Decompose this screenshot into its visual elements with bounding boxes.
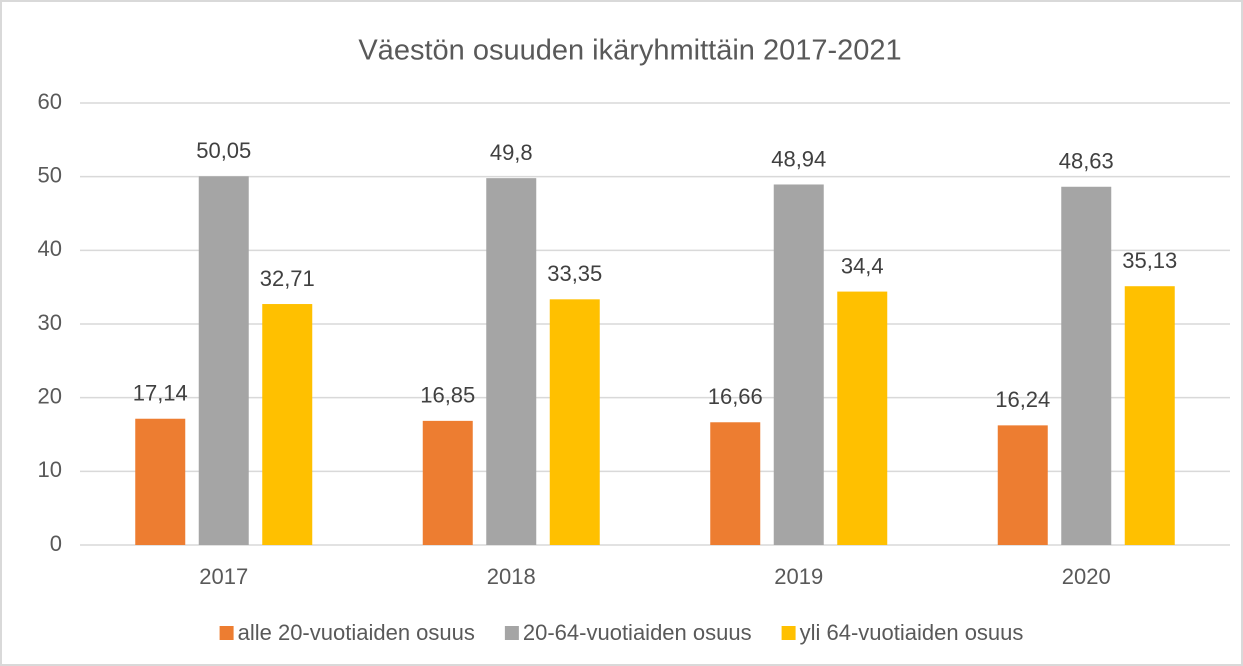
- bar: [837, 291, 888, 545]
- value-label: 17,14: [133, 381, 188, 406]
- x-tick-label: 2020: [1062, 564, 1111, 589]
- y-tick-label: 60: [38, 89, 62, 114]
- x-tick-label: 2017: [199, 564, 248, 589]
- x-tick-label: 2018: [487, 564, 536, 589]
- bar: [997, 425, 1048, 545]
- bar: [486, 178, 537, 545]
- value-label: 16,24: [995, 387, 1050, 412]
- value-label: 16,85: [420, 383, 475, 408]
- value-label: 48,63: [1059, 149, 1114, 174]
- legend-swatch: [781, 626, 796, 640]
- legend-label: alle 20-vuotiaiden osuus: [238, 620, 475, 645]
- legend-label: yli 64-vuotiaiden osuus: [800, 620, 1024, 645]
- bar: [422, 420, 473, 545]
- y-tick-label: 30: [38, 310, 62, 335]
- value-label: 48,94: [771, 146, 826, 171]
- value-label: 32,71: [260, 266, 315, 291]
- y-tick-label: 10: [38, 457, 62, 482]
- y-tick-label: 40: [38, 236, 62, 261]
- bar: [198, 176, 249, 545]
- value-label: 34,4: [841, 253, 884, 278]
- bar: [135, 418, 186, 545]
- value-label: 49,8: [490, 140, 533, 165]
- value-label: 33,35: [547, 261, 602, 286]
- y-tick-label: 50: [38, 162, 62, 187]
- bar: [1061, 186, 1112, 545]
- x-tick-label: 2019: [774, 564, 823, 589]
- value-label: 35,13: [1122, 248, 1177, 273]
- bar: [773, 184, 824, 545]
- value-label: 50,05: [196, 138, 251, 163]
- bar: [549, 299, 600, 545]
- y-tick-label: 20: [38, 383, 62, 408]
- legend-swatch: [504, 626, 519, 640]
- bar: [262, 304, 313, 545]
- y-tick-label: 0: [50, 531, 62, 556]
- bar: [710, 422, 761, 545]
- bar: [1124, 286, 1175, 545]
- legend-label: 20-64-vuotiaiden osuus: [523, 620, 752, 645]
- chart-title: Väestön osuuden ikäryhmittäin 2017-2021: [358, 35, 901, 67]
- legend-swatch: [219, 626, 234, 640]
- value-label: 16,66: [708, 384, 763, 409]
